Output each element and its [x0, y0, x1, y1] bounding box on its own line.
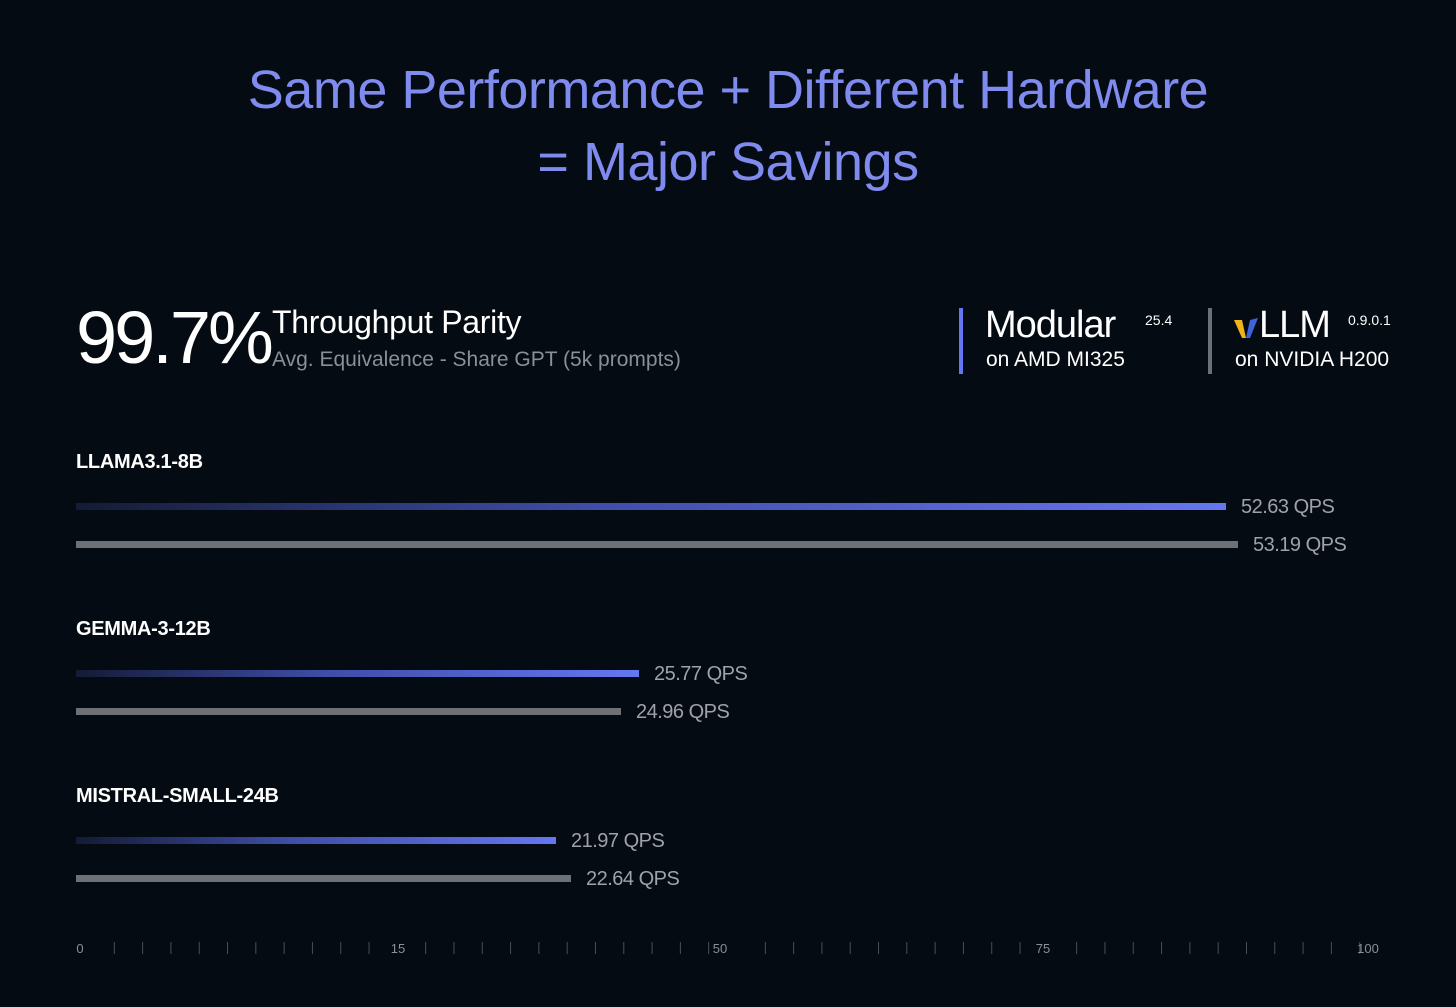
category-label-gemma: GEMMA-3-12B — [76, 618, 211, 640]
legend-swatch-modular — [959, 308, 963, 374]
legend-version-vllm: 0.9.0.1 — [1348, 312, 1391, 328]
value-label-vllm-llama: 53.19 QPS — [1253, 534, 1347, 556]
chart-title-line-1: Same Performance + Different Hardware — [247, 60, 1209, 120]
category-label-mistral: MISTRAL-SMALL-24B — [76, 785, 279, 807]
parity-label: Throughput Parity — [272, 304, 522, 340]
bar-modular-gemma — [76, 670, 639, 677]
parity-sublabel: Avg. Equivalence - Share GPT (5k prompts… — [272, 348, 681, 371]
x-tick-label: 100 — [1357, 941, 1379, 956]
bar-modular-mistral — [76, 837, 556, 844]
x-tick-label: 75 — [1036, 941, 1050, 956]
x-tick-label: 0 — [76, 941, 83, 956]
bar-vllm-llama — [76, 541, 1238, 548]
legend-name-modular: Modular — [985, 304, 1116, 346]
value-label-modular-gemma: 25.77 QPS — [654, 663, 748, 685]
value-label-modular-mistral: 21.97 QPS — [571, 830, 665, 852]
value-label-vllm-mistral: 22.64 QPS — [586, 868, 680, 890]
bar-vllm-mistral — [76, 875, 571, 882]
x-tick-label: 50 — [713, 941, 727, 956]
legend-hardware-vllm: on NVIDIA H200 — [1235, 348, 1390, 371]
value-label-modular-llama: 52.63 QPS — [1241, 496, 1335, 518]
bar-modular-llama — [76, 503, 1226, 510]
x-tick-label: 15 — [391, 941, 405, 956]
legend-version-modular: 25.4 — [1145, 312, 1173, 328]
legend-name-vllm: LLM — [1259, 304, 1331, 346]
legend-hardware-modular: on AMD MI325 — [986, 348, 1125, 371]
chart-title-line-2: = Major Savings — [537, 132, 919, 192]
legend-swatch-vllm — [1208, 308, 1212, 374]
parity-percentage: 99.7% — [76, 296, 274, 379]
value-label-vllm-gemma: 24.96 QPS — [636, 701, 730, 723]
category-label-llama: LLAMA3.1-8B — [76, 451, 203, 473]
x-axis: 0 15 50 75 100 — [76, 941, 1379, 956]
vllm-logo-icon — [1234, 318, 1258, 338]
bar-vllm-gemma — [76, 708, 621, 715]
